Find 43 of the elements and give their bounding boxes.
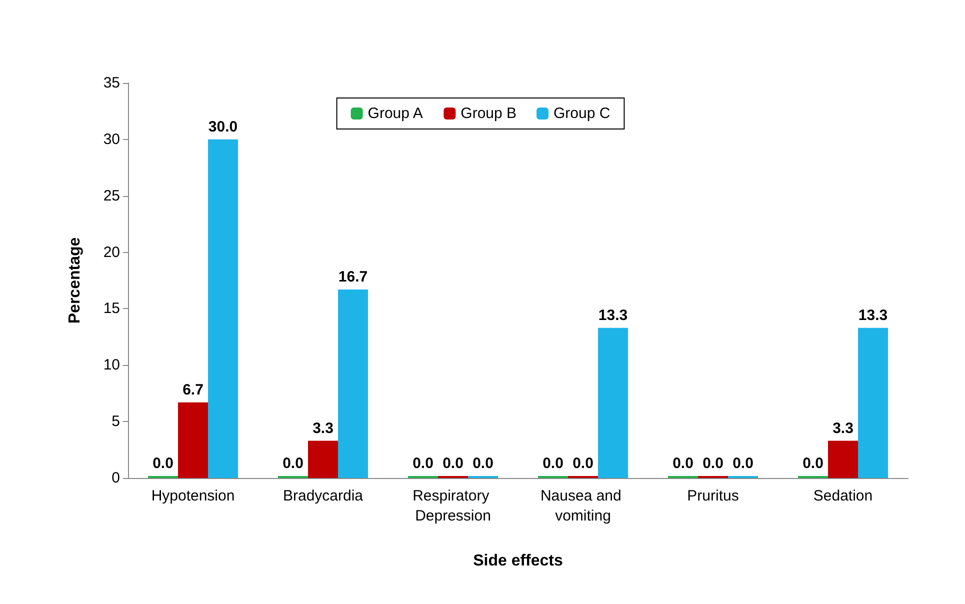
- y-tick-label: 15: [103, 300, 120, 318]
- legend-label: Group A: [368, 105, 423, 122]
- x-tick-label: Bradycardia: [282, 488, 364, 504]
- data-label: 3.3: [312, 420, 334, 437]
- x-tick-label: Pruritus: [687, 488, 739, 504]
- bar: [338, 290, 368, 478]
- data-label: 0.0: [572, 455, 594, 472]
- data-label: 6.7: [182, 381, 204, 398]
- legend-label: Group C: [554, 105, 610, 122]
- data-label: 13.3: [858, 306, 888, 324]
- data-label: 0.0: [442, 455, 464, 472]
- data-label: 0.0: [672, 455, 694, 472]
- y-tick-label: 30: [103, 130, 120, 148]
- x-axis-title: Side effects: [473, 552, 564, 570]
- data-label: 0.0: [802, 455, 824, 472]
- data-label: 3.3: [832, 420, 854, 437]
- y-tick-label: 10: [103, 356, 120, 374]
- data-label: 0.0: [732, 455, 754, 472]
- y-tick-label: 35: [103, 74, 120, 92]
- legend-label: Group B: [460, 105, 517, 122]
- data-label: 0.0: [152, 455, 174, 472]
- data-label: 0.0: [702, 455, 724, 472]
- data-label: 0.0: [412, 455, 434, 472]
- bar: [598, 328, 628, 478]
- bar: [828, 440, 858, 478]
- data-label: 16.7: [338, 268, 368, 286]
- bar: [178, 402, 208, 478]
- y-axis-title: Percentage: [66, 237, 84, 324]
- y-tick-label: 5: [112, 413, 120, 430]
- data-label: 30.0: [208, 118, 238, 136]
- x-tick-label: Respiratory Depression: [412, 488, 494, 524]
- y-tick-label: 0: [112, 470, 120, 486]
- data-label: 13.3: [598, 306, 628, 324]
- y-tick-label: 20: [103, 244, 120, 261]
- data-label: 0.0: [542, 455, 564, 472]
- data-label: 0.0: [472, 455, 494, 472]
- bar: [858, 328, 888, 478]
- data-label: 0.0: [282, 455, 304, 472]
- x-tick-label: Nausea and vomiting: [540, 488, 626, 524]
- x-tick-label: Hypotension: [151, 488, 235, 504]
- bar: [308, 440, 338, 478]
- x-tick-label: Sedation: [813, 488, 873, 504]
- y-tick-label: 25: [103, 187, 120, 204]
